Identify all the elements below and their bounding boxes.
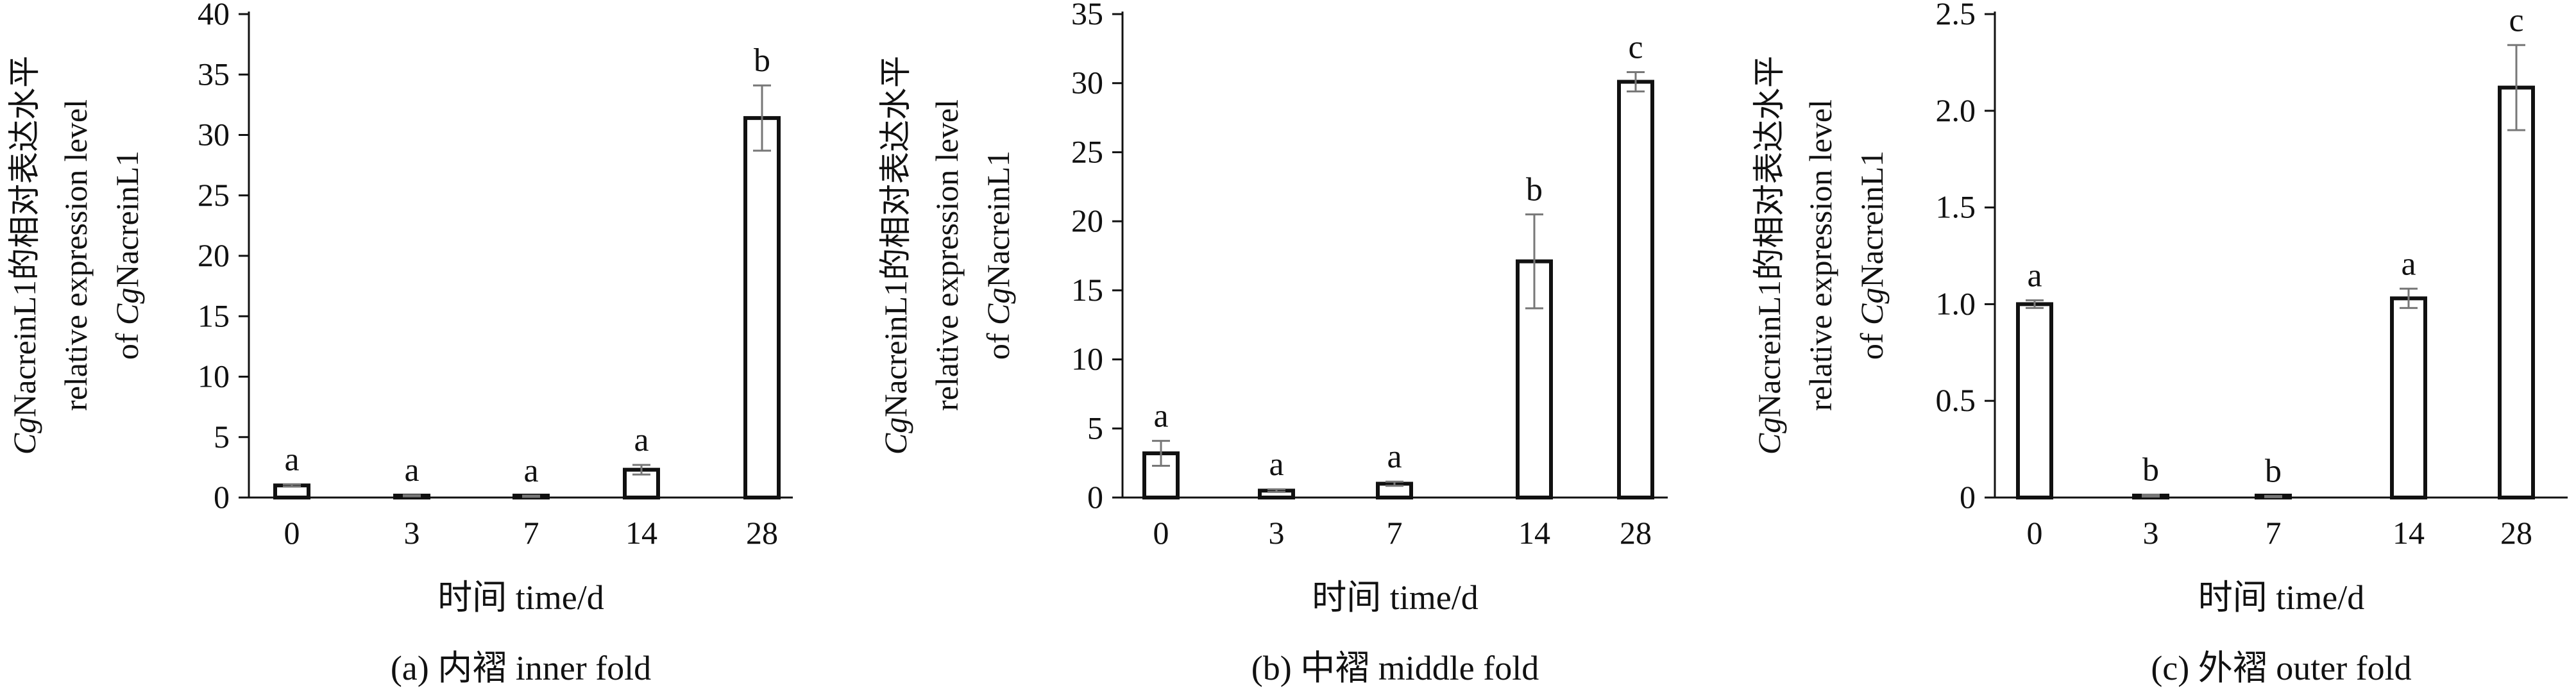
significance-letter: a [284, 441, 299, 478]
y-tick-label: 10 [1071, 341, 1103, 377]
x-axis-label: 时间 time/d [1312, 578, 1478, 617]
bar [1516, 259, 1553, 499]
y-tick-label: 25 [198, 177, 230, 213]
y-tick-label: 30 [1071, 65, 1103, 101]
y-tick-label: 5 [214, 419, 230, 455]
x-tick-label: 28 [1620, 515, 1652, 551]
significance-letter: a [2027, 257, 2042, 294]
y-tick-label: 0 [1960, 479, 1976, 515]
significance-letter: b [1526, 171, 1543, 208]
y-tick-label: 15 [198, 297, 230, 333]
x-axis-label: 时间 time/d [2198, 578, 2364, 617]
bar [2498, 85, 2535, 500]
significance-letter: a [2401, 246, 2416, 282]
panel-caption: (c) 外褶 outer fold [2151, 649, 2411, 687]
significance-letter: b [2142, 451, 2159, 488]
y-tick-label: 20 [198, 237, 230, 273]
y-axis-label: of CgNacreinL1 [1854, 151, 1890, 360]
significance-letter: a [523, 453, 538, 489]
y-tick-label: 25 [1071, 133, 1103, 169]
y-axis-label: relative expression level [1802, 99, 1838, 411]
y-tick-label: 5 [1087, 410, 1103, 446]
significance-letter: c [2509, 2, 2523, 38]
y-tick-label: 0 [1087, 479, 1103, 515]
y-tick-label: 10 [198, 358, 230, 394]
x-tick-label: 0 [1153, 515, 1169, 551]
y-tick-label: 35 [1071, 0, 1103, 31]
x-tick-label: 14 [2393, 515, 2425, 551]
x-tick-label: 0 [284, 515, 300, 551]
significance-letter: b [754, 42, 770, 79]
x-tick-label: 3 [404, 515, 420, 551]
y-axis-label: relative expression level [58, 99, 94, 411]
y-axis-label: of CgNacreinL1 [980, 151, 1016, 360]
y-tick-label: 2.0 [1936, 92, 1976, 128]
y-tick-label: 2.5 [1936, 0, 1976, 31]
x-tick-label: 3 [1269, 515, 1285, 551]
x-tick-label: 3 [2143, 515, 2159, 551]
x-tick-label: 7 [2266, 515, 2282, 551]
y-axis-label: relative expression level [929, 99, 965, 411]
significance-letter: a [404, 452, 419, 489]
significance-letter: a [1387, 439, 1402, 475]
y-tick-label: 30 [198, 117, 230, 153]
x-tick-label: 28 [2500, 515, 2532, 551]
y-tick-label: 40 [198, 0, 230, 31]
significance-letter: a [1153, 398, 1168, 435]
bar [2390, 296, 2427, 499]
x-tick-label: 0 [2027, 515, 2043, 551]
panel-caption: (a) 内褶 inner fold [391, 649, 651, 687]
bar [1617, 80, 1654, 499]
significance-letter: a [634, 422, 648, 458]
y-axis-label: CgNacreinL1的相对表达水平 [877, 56, 913, 455]
x-tick-label: 7 [1387, 515, 1403, 551]
bar [2016, 302, 2053, 499]
y-tick-label: 20 [1071, 203, 1103, 239]
panel-caption: (b) 中褶 middle fold [1251, 649, 1539, 687]
y-tick-label: 15 [1071, 272, 1103, 308]
x-axis-label: 时间 time/d [437, 578, 604, 617]
bar [743, 116, 781, 500]
y-tick-label: 0.5 [1936, 382, 1976, 418]
y-tick-label: 0 [214, 479, 230, 515]
y-axis-label: of CgNacreinL1 [109, 151, 145, 360]
y-axis-label: CgNacreinL1的相对表达水平 [1751, 56, 1787, 455]
significance-letter: c [1628, 29, 1643, 65]
y-tick-label: 1.0 [1936, 285, 1976, 321]
x-tick-label: 14 [1518, 515, 1550, 551]
x-tick-label: 28 [746, 515, 778, 551]
y-axis-label: CgNacreinL1的相对表达水平 [6, 56, 42, 455]
significance-letter: b [2265, 453, 2282, 490]
y-tick-label: 1.5 [1936, 189, 1976, 225]
significance-letter: a [1269, 446, 1284, 483]
x-tick-label: 7 [523, 515, 539, 551]
x-tick-label: 14 [625, 515, 657, 551]
y-tick-label: 35 [198, 56, 230, 92]
